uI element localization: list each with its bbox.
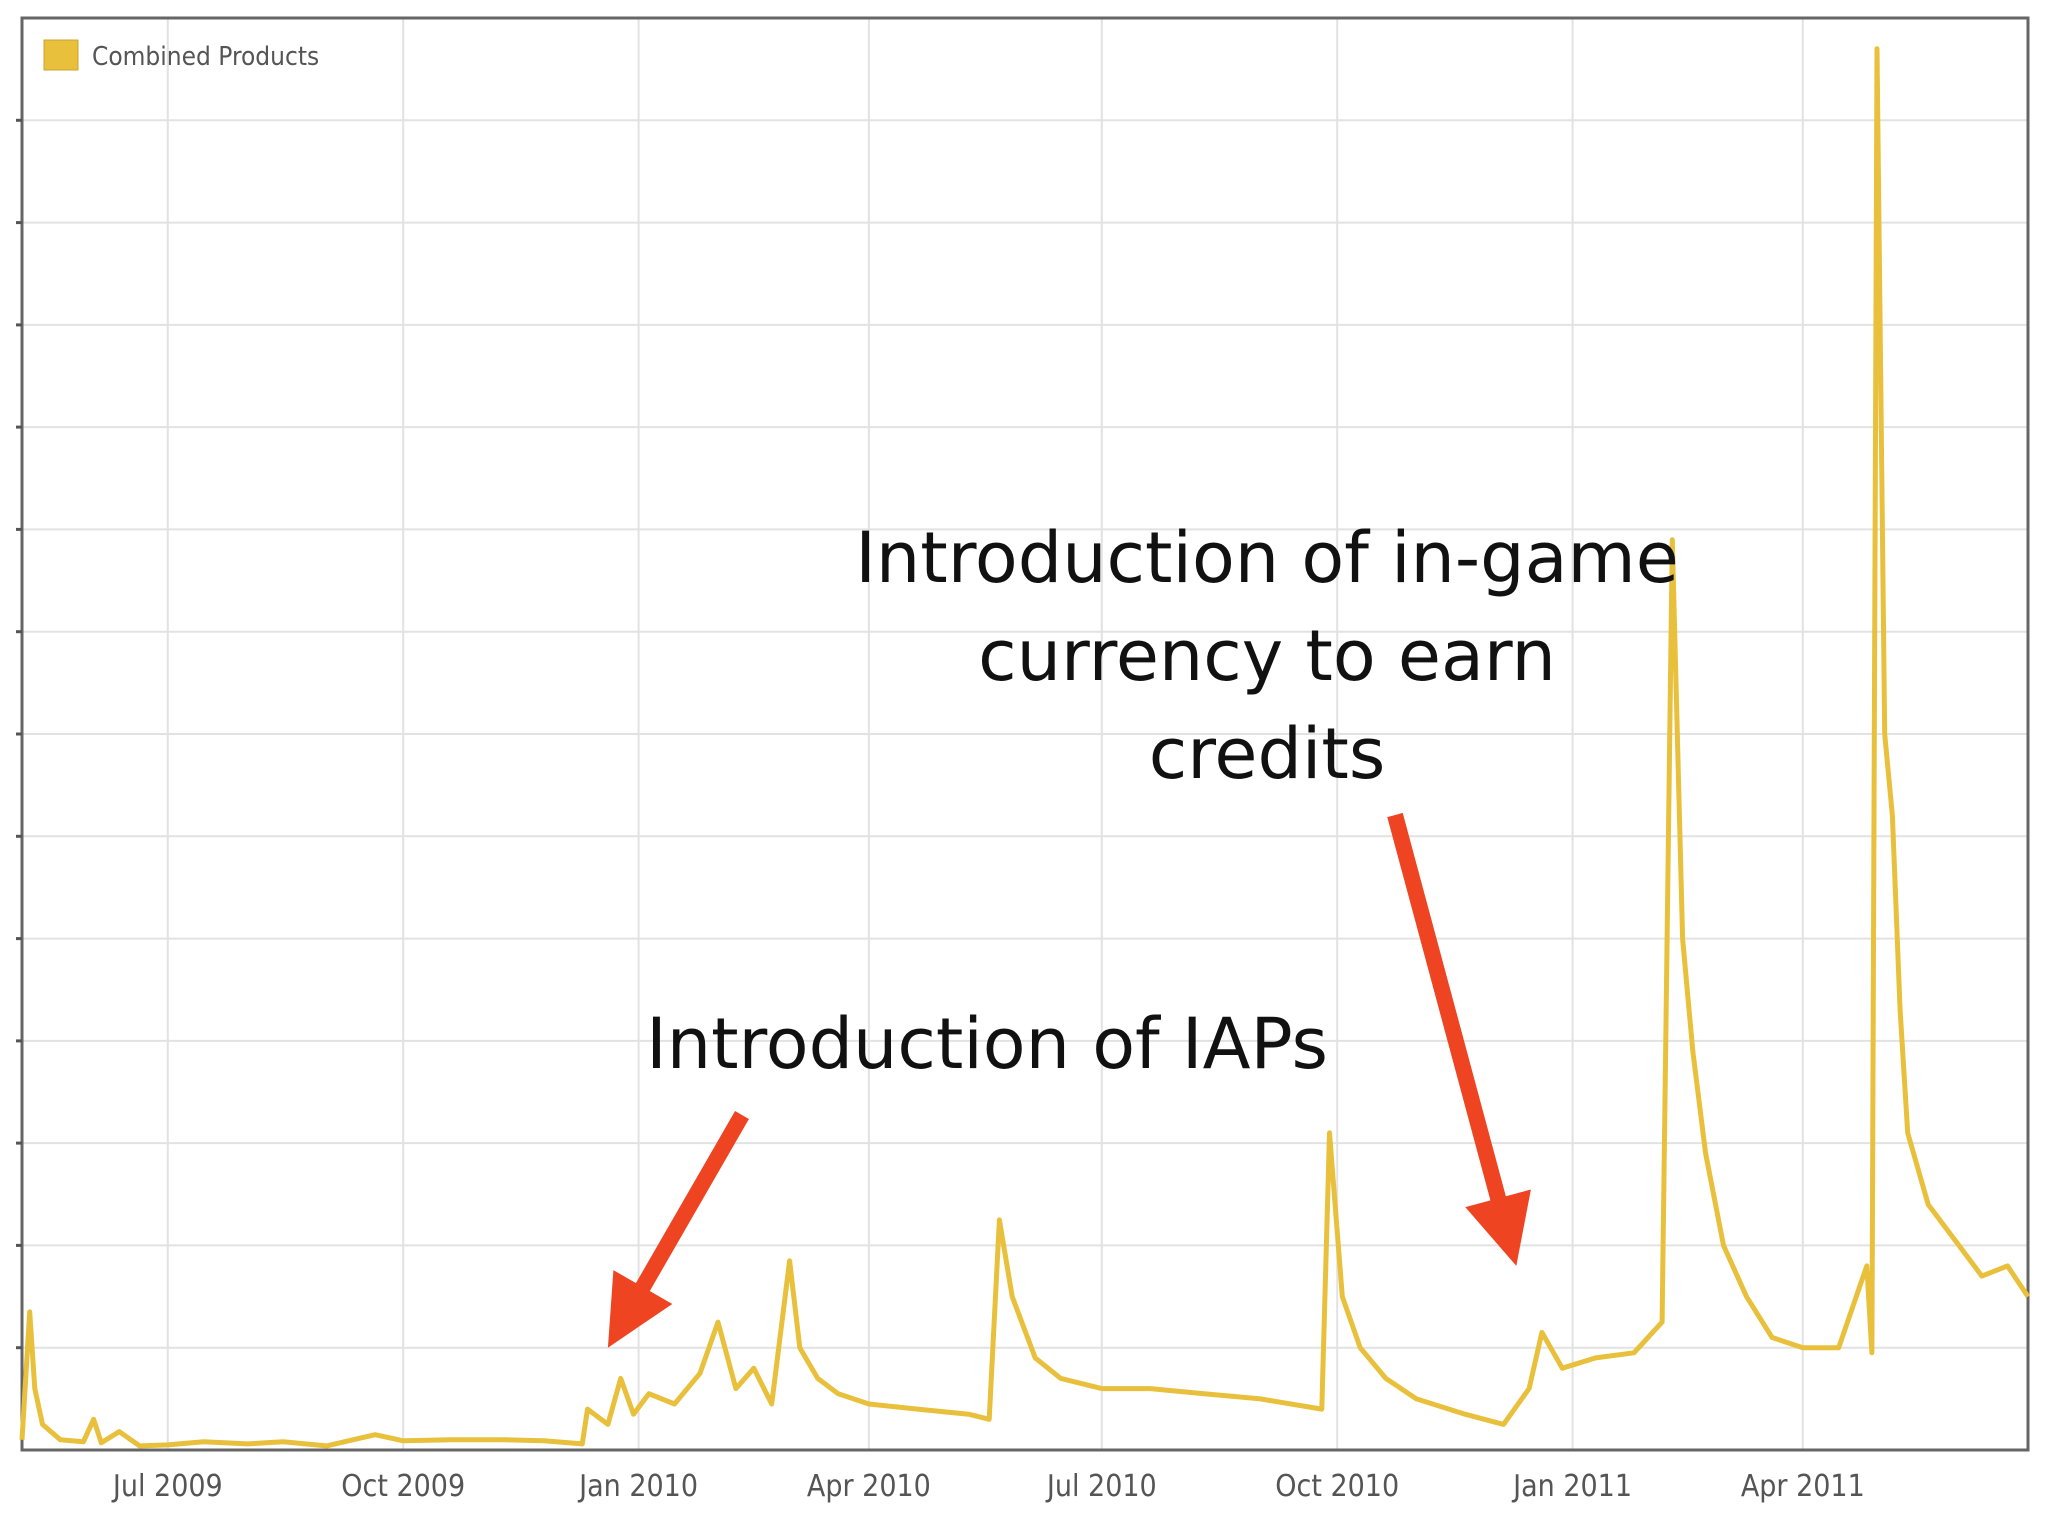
annotation-iaps-arrowhead xyxy=(607,1270,673,1348)
annotation-iaps: Introduction of IAPs xyxy=(607,1003,1328,1348)
grid-lines xyxy=(22,18,2028,1450)
legend-label: Combined Products xyxy=(92,42,319,72)
legend-swatch xyxy=(43,39,79,71)
x-tick-label: Jan 2011 xyxy=(1511,1469,1632,1504)
annotation-iaps-text: Introduction of IAPs xyxy=(646,1003,1328,1085)
x-tick-label: Apr 2010 xyxy=(807,1469,931,1504)
annotation-currency-line-1: Introduction of in-game xyxy=(855,517,1679,599)
x-tick-label: Oct 2009 xyxy=(341,1469,465,1504)
x-tick-labels: Jul 2009 Oct 2009 Jan 2010 Apr 2010 Jul 2010… xyxy=(111,1469,1865,1504)
annotation-currency-arrowhead xyxy=(1465,1189,1531,1266)
series-line-combined-products xyxy=(19,46,2031,1449)
x-tick-label: Jul 2009 xyxy=(111,1469,223,1504)
annotation-currency-arrow xyxy=(1387,812,1514,1228)
x-tick-label: Oct 2010 xyxy=(1275,1469,1399,1504)
annotation-iaps-arrow xyxy=(621,1111,749,1316)
annotation-currency: Introduction of in-game currency to earn… xyxy=(855,517,1679,1266)
x-tick-label: Jan 2010 xyxy=(577,1469,698,1504)
series-layer xyxy=(19,46,2031,1449)
x-tick-label: Apr 2011 xyxy=(1741,1469,1865,1504)
x-tick-label: Jul 2010 xyxy=(1045,1469,1157,1504)
y-tick-marks xyxy=(16,118,22,1350)
annotation-currency-line-2: currency to earn xyxy=(978,615,1556,697)
annotation-currency-line-3: credits xyxy=(1149,713,1386,795)
legend: Combined Products xyxy=(43,39,319,72)
